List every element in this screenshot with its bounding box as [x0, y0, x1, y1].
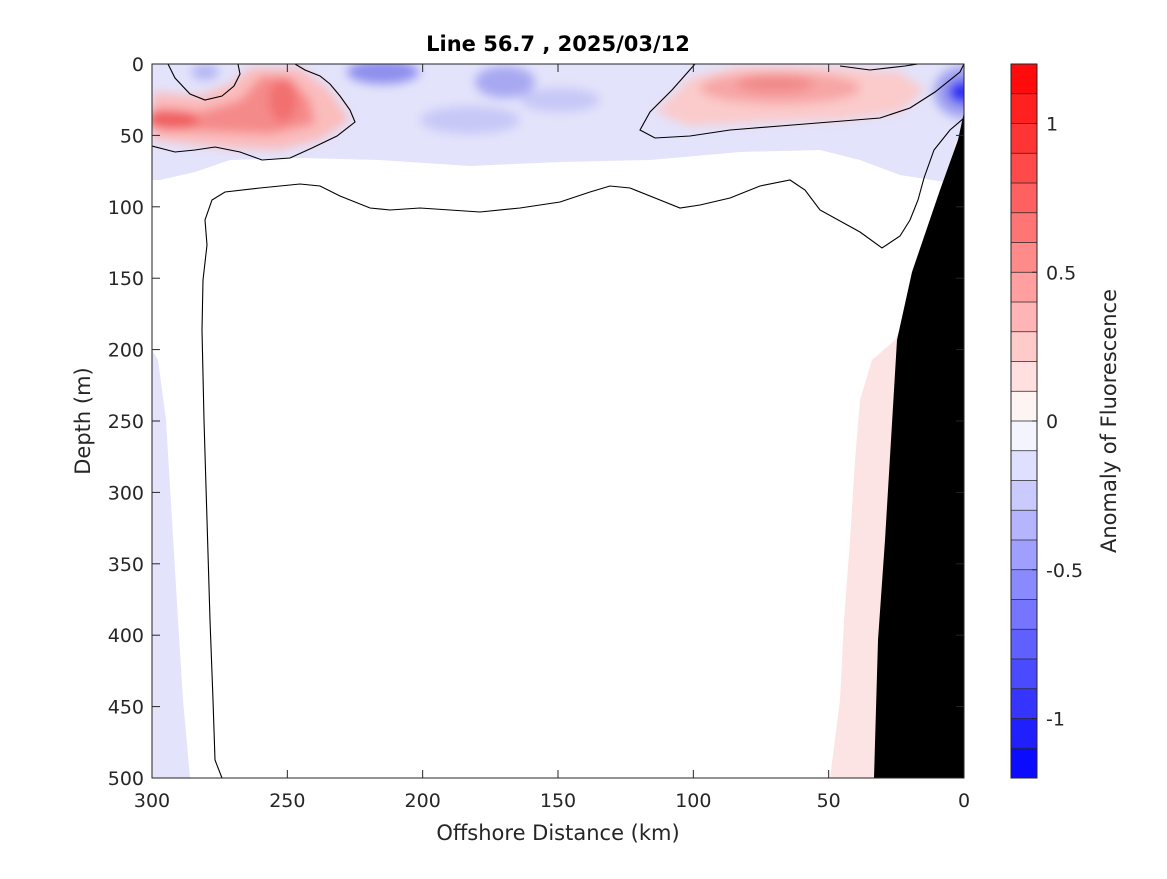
neg-anomaly-core-e [520, 88, 600, 112]
colorbar-level [1011, 688, 1037, 719]
chart-title: Line 56.7 , 2025/03/12 [426, 32, 690, 56]
y-axis: 0 50 100 150 200 250 300 350 400 450 500 [108, 54, 964, 790]
colorbar-level [1011, 629, 1037, 660]
colorbar-level [1011, 421, 1037, 452]
zero-contour-surface-offshore [167, 64, 241, 101]
zero-contour-upper-offshore [152, 64, 356, 161]
colorbar-tick-label: -1 [1046, 709, 1065, 731]
colorbar-level [1011, 272, 1037, 303]
x-tick-label: 200 [405, 790, 441, 812]
colorbar: 1 0.5 0 -0.5 -1 [1010, 63, 1083, 779]
colorbar-label: Anomaly of Fluorescence [1097, 289, 1121, 553]
neg-band-offshore [152, 350, 190, 778]
y-tick-label: 0 [132, 54, 144, 76]
x-axis-label: Offshore Distance (km) [436, 821, 679, 845]
colorbar-level [1011, 480, 1037, 511]
colorbar-tick-label: 0.5 [1046, 262, 1076, 284]
y-tick-label: 400 [108, 625, 144, 647]
neg-anomaly-core-d [420, 106, 520, 134]
y-tick-label: 350 [108, 554, 144, 576]
zero-contour-surface-nearshore [839, 64, 919, 71]
x-axis: 300 250 200 150 100 50 0 [134, 64, 970, 812]
colorbar-level [1011, 242, 1037, 273]
colorbar-tick-label: 1 [1046, 114, 1058, 136]
anomaly-field [152, 64, 964, 778]
y-tick-label: 300 [108, 482, 144, 504]
neg-anomaly-core-a [347, 64, 419, 84]
pos-anomaly-offshore-core2 [269, 78, 297, 122]
colorbar-level [1011, 599, 1037, 630]
neg-anomaly-core-b [475, 66, 535, 98]
pos-anomaly-nearshore-core [737, 75, 813, 93]
colorbar-level [1011, 93, 1037, 124]
pos-anomaly-offshore-core [152, 110, 198, 130]
colorbar-level [1011, 123, 1037, 154]
colorbar-tick-label: 0 [1046, 411, 1058, 433]
colorbar-level [1011, 540, 1037, 571]
x-tick-label: 0 [958, 790, 970, 812]
y-tick-label: 450 [108, 697, 144, 719]
colorbar-level [1011, 183, 1037, 214]
y-tick-label: 250 [108, 411, 144, 433]
x-tick-label: 150 [540, 790, 576, 812]
colorbar-level [1011, 718, 1037, 749]
colorbar-level [1011, 659, 1037, 690]
y-tick-label: 150 [108, 268, 144, 290]
colorbar-level [1011, 569, 1037, 600]
colorbar-level [1011, 212, 1037, 243]
colorbar-level [1011, 510, 1037, 541]
colorbar-level [1011, 153, 1037, 184]
y-tick-label: 100 [108, 197, 144, 219]
colorbar-tick-label: -0.5 [1046, 560, 1083, 582]
colorbar-level [1011, 361, 1037, 392]
y-tick-label: 50 [120, 125, 144, 147]
y-tick-label: 500 [108, 768, 144, 790]
x-tick-label: 100 [675, 790, 711, 812]
x-tick-label: 50 [817, 790, 841, 812]
colorbar-level [1011, 748, 1037, 779]
plot-area [152, 64, 964, 778]
zero-contour-deep [201, 117, 964, 778]
colorbar-level [1011, 302, 1037, 333]
zero-contour-nearshore [639, 64, 964, 139]
x-tick-label: 300 [134, 790, 170, 812]
colorbar-level [1011, 331, 1037, 362]
neg-anomaly-coast-core [948, 80, 964, 104]
colorbar-level [1011, 64, 1037, 95]
colorbar-level [1011, 450, 1037, 481]
neg-anomaly-core-c [191, 64, 219, 80]
x-tick-label: 250 [269, 790, 305, 812]
y-axis-label: Depth (m) [71, 367, 95, 474]
colorbar-level [1011, 391, 1037, 422]
y-tick-label: 200 [108, 340, 144, 362]
seafloor-mask [874, 112, 964, 778]
